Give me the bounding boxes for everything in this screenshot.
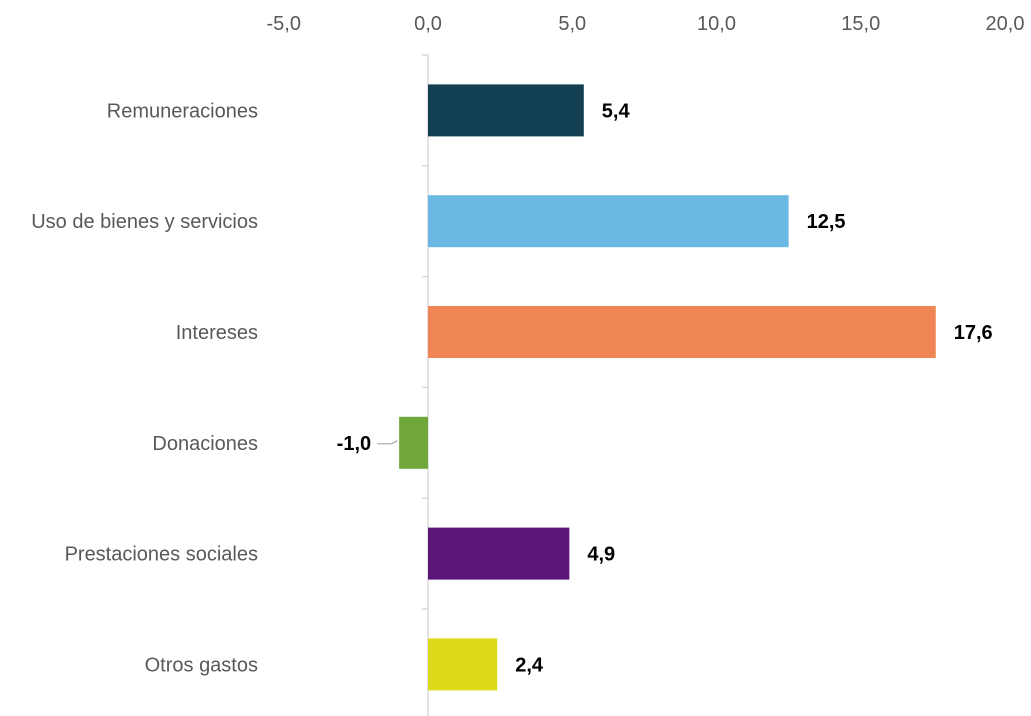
x-tick-label: 10,0 [697,13,736,35]
data-label: 5,4 [602,100,631,122]
x-tick-label: 5,0 [558,13,586,35]
bar [428,527,570,580]
category-label: Intereses [176,322,258,344]
bar [428,638,498,691]
data-label: 17,6 [954,322,993,344]
data-label: 4,9 [587,544,615,566]
x-tick-label: 0,0 [414,13,442,35]
category-labels: Remuneraciones Uso de bienes y servicios I… [31,100,258,676]
data-label: -1,0 [337,433,371,455]
bar [428,84,584,137]
x-axis-ticks: -5,0 0,0 5,0 10,0 15,0 20,0 [267,13,1025,35]
category-label: Uso de bienes y servicios [31,211,258,233]
x-tick-label: 15,0 [841,13,880,35]
category-label: Otros gastos [145,654,258,676]
category-axis [422,54,429,716]
x-tick-label: 20,0 [986,13,1025,35]
bars [399,84,936,691]
category-label: Prestaciones sociales [65,544,258,566]
x-tick-label: -5,0 [267,13,301,35]
leader-line [377,440,398,445]
data-labels: 5,4 12,5 17,6 -1,0 4,9 2,4 [337,100,993,676]
data-label: 2,4 [515,654,544,676]
category-label: Remuneraciones [107,100,258,122]
bar [399,416,428,469]
bar [428,195,789,248]
data-label: 12,5 [807,211,846,233]
category-label: Donaciones [152,433,258,455]
bar [428,306,936,358]
